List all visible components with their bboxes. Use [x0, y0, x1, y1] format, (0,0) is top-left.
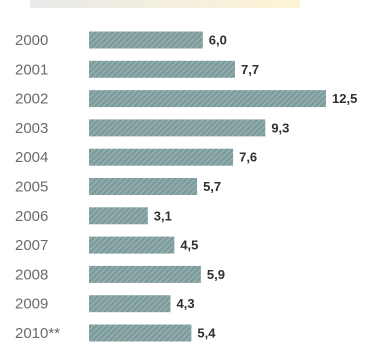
- bar-2002: [89, 90, 326, 108]
- value-label-2009: 4,3: [177, 296, 195, 311]
- category-label-2006: 2006: [15, 208, 48, 225]
- bar-2009: [89, 295, 171, 313]
- value-label-2006: 3,1: [154, 208, 172, 223]
- value-label-2010: 5,4: [197, 326, 216, 341]
- category-label-2000: 2000: [15, 32, 48, 49]
- bar-2004: [89, 148, 234, 166]
- bar-2001: [89, 60, 235, 78]
- value-label-2002: 12,5: [332, 91, 357, 106]
- category-label-2003: 2003: [15, 120, 48, 137]
- category-label-2007: 2007: [15, 237, 48, 254]
- category-label-2009: 2009: [15, 296, 48, 313]
- value-label-2005: 5,7: [203, 179, 221, 194]
- bar-2007: [89, 236, 175, 254]
- bars-layer: 2000 6,0 2001 7,7 2002 12,5 2003 9,3 2004 7,6 2005…: [15, 31, 357, 342]
- bar-2006: [89, 207, 148, 225]
- bar-2000: [89, 31, 203, 49]
- value-label-2000: 6,0: [209, 33, 227, 48]
- category-label-2001: 2001: [15, 61, 48, 78]
- value-label-2007: 4,5: [180, 238, 198, 253]
- value-label-2004: 7,6: [239, 150, 257, 165]
- category-label-2005: 2005: [15, 179, 48, 196]
- category-label-2008: 2008: [15, 266, 48, 283]
- value-label-2008: 5,9: [207, 267, 225, 282]
- category-label-2004: 2004: [15, 149, 48, 166]
- value-label-2001: 7,7: [241, 62, 259, 77]
- cropped-header: [30, 0, 300, 8]
- bar-2005: [89, 178, 198, 195]
- bar-2010: [89, 324, 192, 342]
- category-label-2002: 2002: [15, 91, 48, 108]
- bar-2008: [89, 265, 201, 283]
- bar-2003: [89, 119, 266, 137]
- value-label-2003: 9,3: [271, 120, 289, 135]
- category-label-2010: 2010**: [15, 325, 60, 342]
